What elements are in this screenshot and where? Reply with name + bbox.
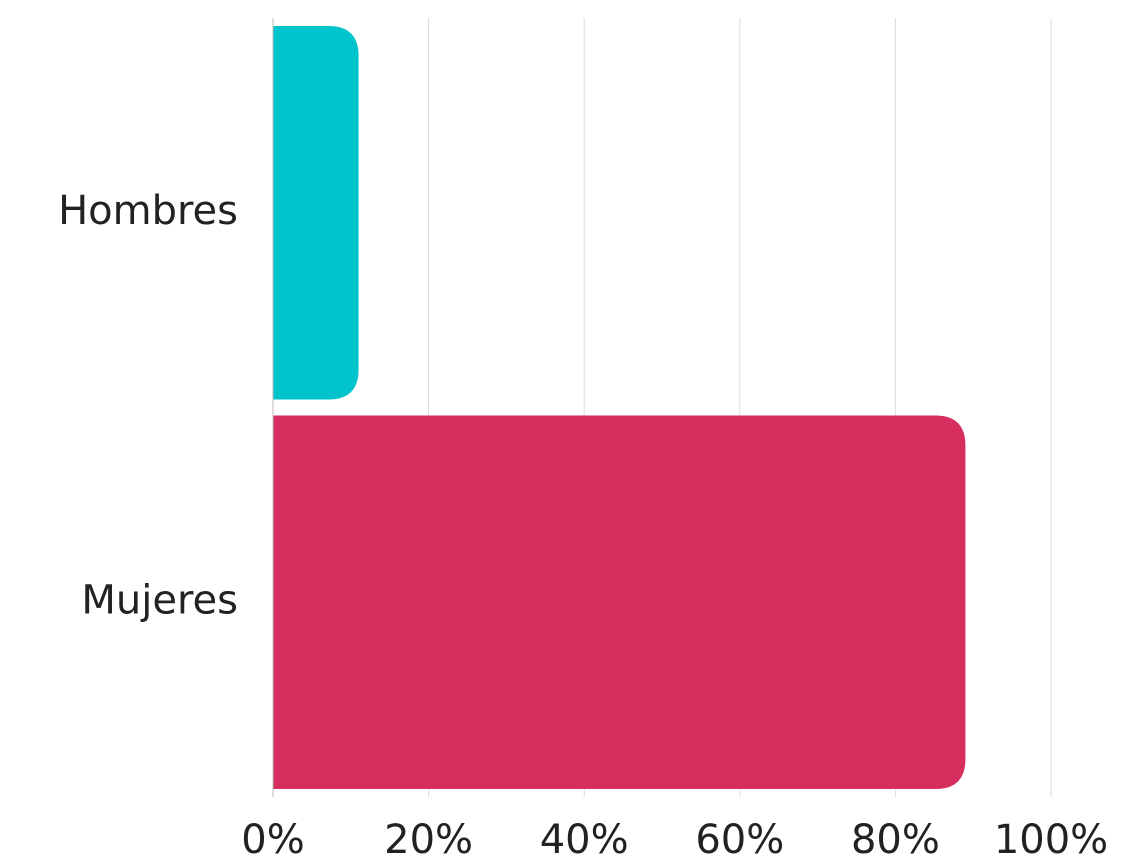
bars bbox=[273, 26, 966, 789]
x-tick-label-60: 60% bbox=[695, 817, 784, 863]
x-tick-label-100: 100% bbox=[994, 817, 1108, 863]
bar-hombres bbox=[273, 26, 359, 400]
x-tick-label-80: 80% bbox=[851, 817, 940, 863]
x-tick-label-0: 0% bbox=[241, 817, 304, 863]
category-label-hombres: Hombres bbox=[58, 188, 238, 234]
category-labels: Hombres Mujeres bbox=[58, 188, 238, 624]
bar-mujeres bbox=[273, 415, 966, 789]
x-tick-label-40: 40% bbox=[540, 817, 629, 863]
x-tick-label-20: 20% bbox=[384, 817, 473, 863]
category-label-mujeres: Mujeres bbox=[81, 577, 238, 623]
x-tick-labels: 0% 20% 40% 60% 80% 100% bbox=[241, 817, 1108, 863]
